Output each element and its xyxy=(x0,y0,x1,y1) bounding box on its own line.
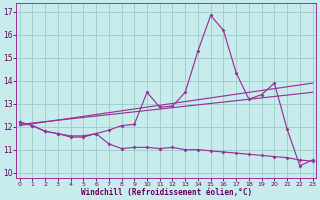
X-axis label: Windchill (Refroidissement éolien,°C): Windchill (Refroidissement éolien,°C) xyxy=(81,188,252,197)
